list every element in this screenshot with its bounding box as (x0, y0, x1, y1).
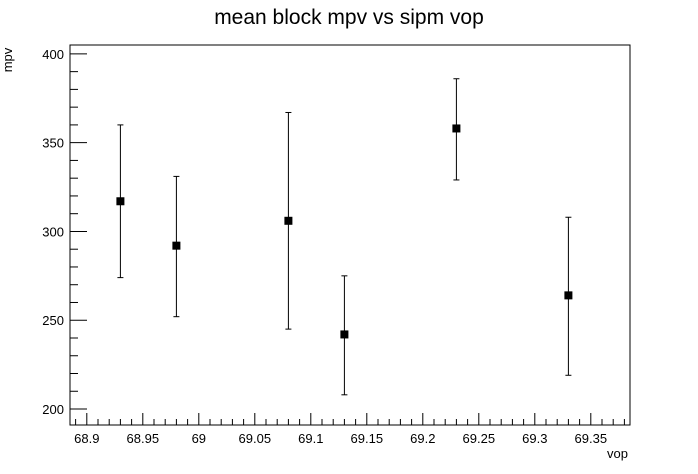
x-axis-label: vop (607, 446, 628, 461)
x-tick-label: 68.9 (74, 431, 99, 446)
y-tick-label: 200 (42, 402, 64, 417)
x-tick-label: 69.1 (298, 431, 323, 446)
x-tick-label: 69.2 (410, 431, 435, 446)
x-tick-label: 69.3 (522, 431, 547, 446)
y-axis-label: mpv (0, 47, 15, 72)
y-tick-label: 400 (42, 47, 64, 62)
chart-title: mean block mpv vs sipm vop (214, 6, 484, 29)
y-tick-label: 250 (42, 313, 64, 328)
data-point (116, 197, 125, 206)
y-axis: 200 250 300 350 400 (42, 47, 87, 417)
plot-frame (69, 44, 631, 426)
x-axis: 68.9 68.95 69 69.05 69.1 69.15 69.2 69.25 69.3 69… (74, 413, 625, 446)
data-series (116, 78, 573, 396)
data-point (172, 241, 181, 250)
x-tick-label: 69.25 (463, 431, 496, 446)
data-point (340, 330, 349, 339)
x-tick-label: 68.95 (127, 431, 160, 446)
data-point (452, 124, 461, 133)
data-point (564, 291, 573, 300)
y-tick-label: 350 (42, 136, 64, 151)
x-tick-label: 69.05 (239, 431, 272, 446)
y-tick-label: 300 (42, 224, 64, 239)
x-tick-label: 69.35 (575, 431, 608, 446)
x-tick-label: 69.15 (351, 431, 384, 446)
data-point (284, 216, 293, 225)
x-tick-label: 69 (192, 431, 206, 446)
